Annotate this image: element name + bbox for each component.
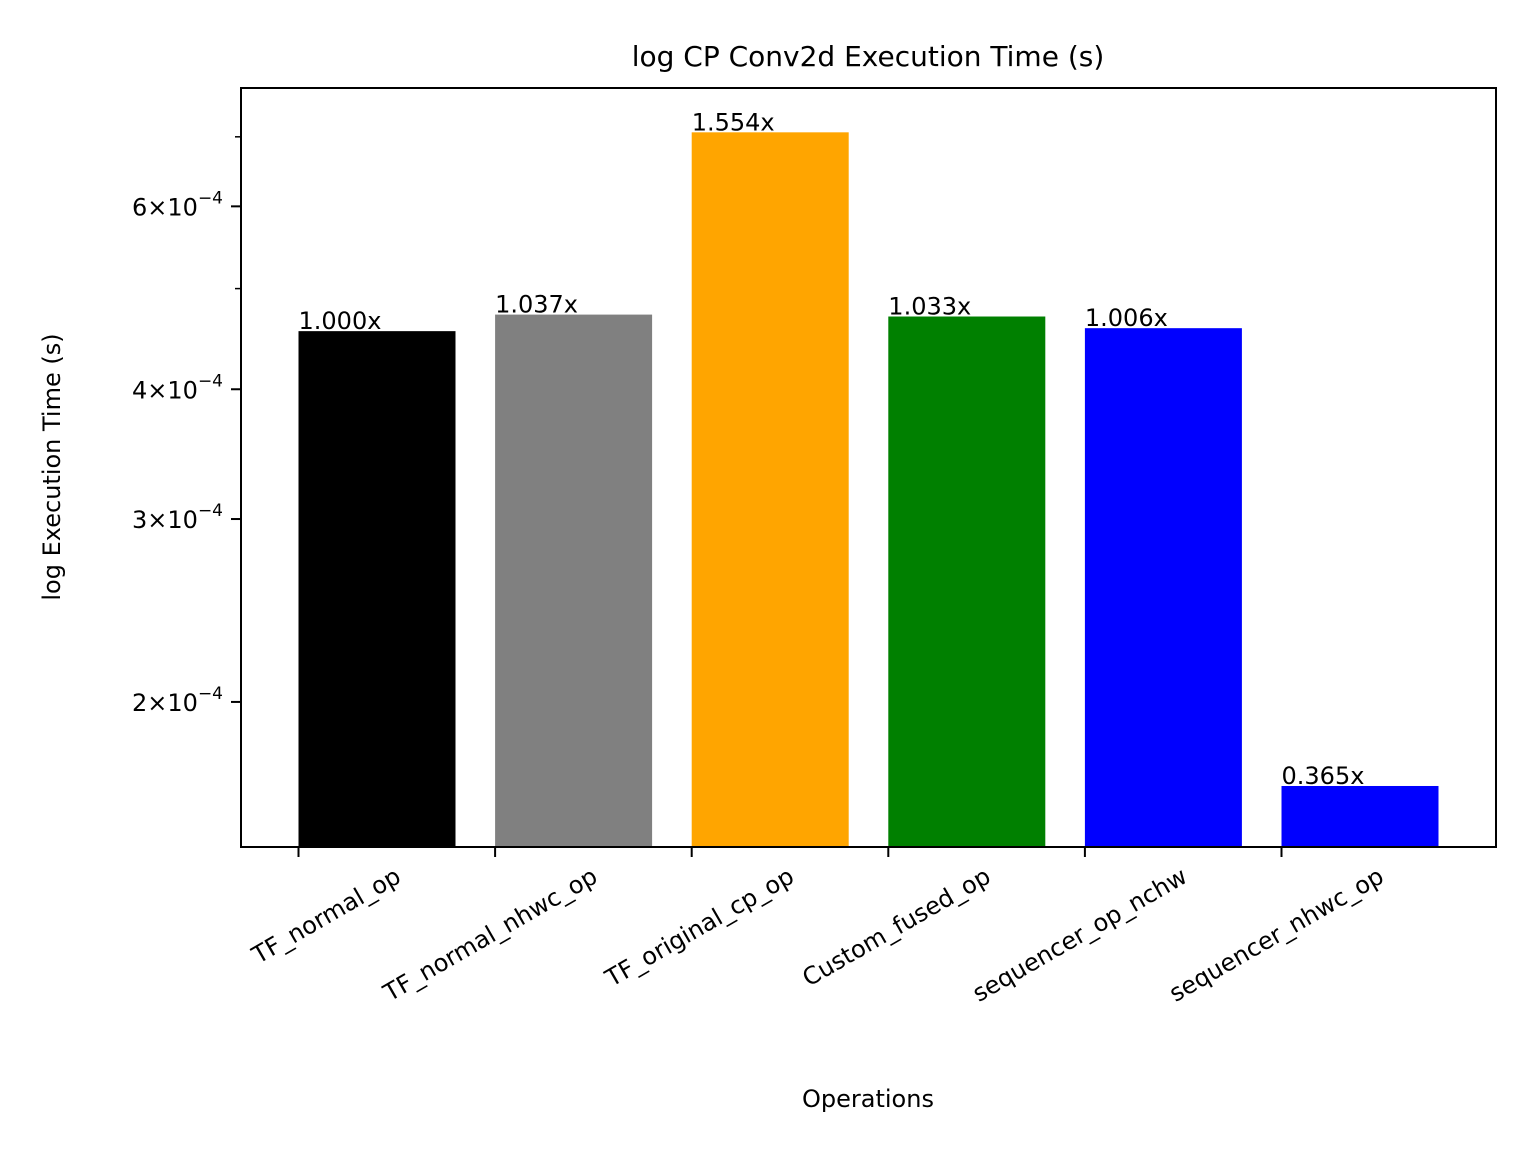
y-axis-label: log Execution Time (s) [38, 333, 66, 600]
bar-value-label: 0.365x [1282, 762, 1365, 790]
x-tick-label: Custom_fused_op [798, 862, 996, 992]
chart-title: log CP Conv2d Execution Time (s) [632, 40, 1105, 73]
y-tick-label: 3×10−4 [132, 501, 223, 534]
bar-value-label: 1.006x [1085, 304, 1168, 332]
x-tick-label: TF_original_cp_op [600, 862, 799, 993]
plot-frame [240, 87, 1497, 848]
bar-Custom_fused_op [888, 316, 1046, 847]
bar-labels-group: 1.000x 1.037x 1.554x 1.033x 1.006x 0.365x [299, 108, 1365, 790]
bar-value-label: 1.000x [299, 307, 382, 335]
bar-TF_normal_op [298, 331, 456, 847]
bar-value-label: 1.037x [495, 291, 578, 319]
y-tick-label: 4×10−4 [132, 371, 223, 404]
bar-TF_normal_nhwc_op [495, 314, 653, 848]
y-axis: 2×10−4 3×10−4 4×10−4 6×10−4 [132, 136, 241, 717]
x-axis-label: Operations [802, 1085, 934, 1113]
x-tick-label: TF_normal_op [246, 862, 405, 970]
y-tick-label: 2×10−4 [132, 684, 223, 717]
bar-value-label: 1.554x [692, 108, 775, 136]
bar-TF_original_cp_op [691, 132, 849, 847]
bar-sequencer_op_nchw [1084, 328, 1242, 847]
bar-sequencer_nhwc_op [1281, 785, 1439, 847]
bar-value-label: 1.033x [888, 293, 971, 321]
x-axis: TF_normal_opTF_normal_nhwc_opTF_original… [246, 847, 1389, 1008]
y-tick-label: 6×10−4 [132, 188, 223, 221]
x-tick-label: sequencer_nhwc_op [1164, 862, 1388, 1008]
x-tick-label: TF_normal_nhwc_op [378, 862, 602, 1008]
x-tick-label: sequencer_op_nchw [968, 862, 1192, 1008]
bars-group [298, 132, 1439, 848]
